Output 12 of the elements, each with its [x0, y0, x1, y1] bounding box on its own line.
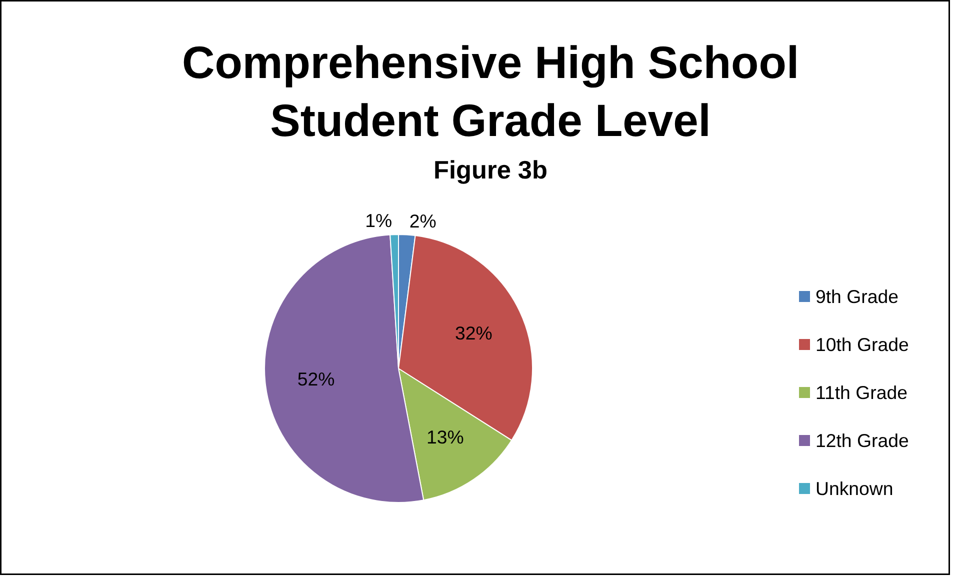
- chart-subtitle: Figure 3b: [434, 156, 548, 184]
- legend-label: 11th Grade: [816, 382, 908, 403]
- data-label: 52%: [297, 368, 335, 390]
- chart-title: Comprehensive High School Student Grade Level: [182, 37, 800, 146]
- data-label: 1%: [365, 210, 392, 232]
- legend-label: 12th Grade: [816, 430, 909, 451]
- data-label: 2%: [409, 210, 436, 232]
- data-label: 13%: [426, 426, 464, 448]
- legend-label: 10th Grade: [816, 334, 909, 355]
- legend-label: Unknown: [816, 478, 894, 499]
- legend-label: 9th Grade: [816, 286, 898, 307]
- data-label: 32%: [455, 322, 492, 344]
